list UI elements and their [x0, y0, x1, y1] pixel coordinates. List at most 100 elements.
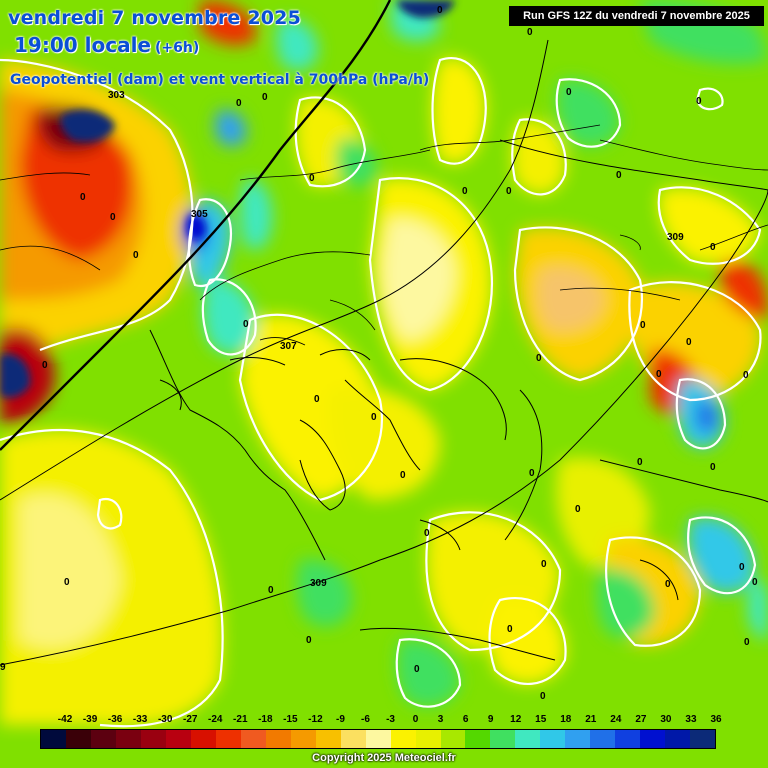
- legend-swatch: [565, 730, 591, 748]
- zero-contour-label: 0: [710, 462, 716, 473]
- geopotential-label: 307: [280, 341, 297, 352]
- legend-swatch: [265, 730, 291, 748]
- legend-tick-label: 21: [585, 714, 597, 725]
- legend-tick-label: 15: [535, 714, 547, 725]
- legend-swatch: [115, 730, 141, 748]
- legend-tick-label: -21: [233, 714, 248, 725]
- zero-contour-label: 0: [400, 470, 406, 481]
- forecast-offset: (+6h): [155, 40, 200, 56]
- legend-swatch: [140, 730, 166, 748]
- legend-tick-label: 33: [685, 714, 697, 725]
- legend-swatch: [440, 730, 466, 748]
- forecast-time-value: 19:00 locale: [14, 33, 151, 57]
- legend-swatch: [590, 730, 616, 748]
- legend-tick-label: -6: [361, 714, 370, 725]
- legend-swatch: [540, 730, 566, 748]
- legend-tick-label: 24: [610, 714, 622, 725]
- legend-swatch: [690, 730, 716, 748]
- legend-swatch: [41, 730, 66, 748]
- zero-contour-label: 0: [575, 504, 581, 515]
- legend-swatch: [465, 730, 491, 748]
- zero-contour-label: 0: [262, 92, 268, 103]
- geopotential-label: 303: [108, 90, 125, 101]
- zero-contour-label: 0: [507, 624, 513, 635]
- zero-contour-label: 0: [80, 192, 86, 203]
- legend-swatch: [665, 730, 691, 748]
- zero-contour-label: 0: [566, 87, 572, 98]
- geopotential-label: 9: [0, 662, 6, 673]
- vertical-wind-field: [0, 0, 768, 727]
- zero-contour-label: 0: [110, 212, 116, 223]
- legend-swatch: [415, 730, 441, 748]
- zero-contour-label: 0: [739, 562, 745, 573]
- parameter-title: Geopotentiel (dam) et vent vertical à 70…: [10, 72, 430, 88]
- legend-swatch: [315, 730, 341, 748]
- legend-tick-label: 36: [710, 714, 722, 725]
- legend-tick-label: -39: [82, 714, 98, 725]
- legend-swatch: [190, 730, 216, 748]
- legend-tick-label: 18: [560, 714, 572, 725]
- zero-contour-label: 0: [686, 337, 692, 348]
- zero-contour-label: 0: [529, 468, 535, 479]
- zero-contour-label: 0: [536, 353, 542, 364]
- legend-swatch: [365, 730, 391, 748]
- zero-contour-label: 0: [665, 579, 671, 590]
- zero-contour-label: 0: [744, 637, 750, 648]
- zero-contour-label: 0: [414, 664, 420, 675]
- zero-contour-label: 0: [133, 250, 139, 261]
- zero-contour-label: 0: [42, 360, 48, 371]
- legend-tick-label: 3: [437, 714, 444, 725]
- legend-tick-label: 6: [462, 714, 469, 725]
- zero-contour-label: 0: [371, 412, 377, 423]
- zero-contour-label: 0: [437, 5, 443, 16]
- legend-tick-label: 9: [487, 714, 494, 725]
- color-scale-legend: [40, 729, 716, 749]
- geopotential-label: 309: [667, 232, 684, 243]
- legend-swatch: [240, 730, 266, 748]
- legend-swatch: [290, 730, 316, 748]
- legend-tick-label: -15: [283, 714, 298, 725]
- zero-contour-label: 0: [236, 98, 242, 109]
- legend-tick-label: -24: [208, 714, 223, 725]
- geopotential-isolines: [0, 0, 768, 666]
- borders: [0, 124, 768, 346]
- legend-swatch: [165, 730, 191, 748]
- legend-tick-label: -18: [258, 714, 273, 725]
- strong-ascent-patches: [0, 0, 455, 398]
- run-info-box: Run GFS 12Z du vendredi 7 novembre 2025: [509, 6, 764, 26]
- zero-contour-label: 0: [506, 186, 512, 197]
- zero-contour-label: 0: [696, 96, 702, 107]
- zero-contour-label: 0: [743, 370, 749, 381]
- zero-contour-label: 0: [306, 635, 312, 646]
- legend-tick-label: 12: [510, 714, 522, 725]
- zero-contour-label: 0: [309, 173, 315, 184]
- zero-contour-label: 0: [64, 577, 70, 588]
- copyright-text: Copyright 2025 Meteociel.fr: [312, 752, 456, 764]
- zero-contour-label: 0: [243, 319, 249, 330]
- zero-contour-label: 0: [710, 242, 716, 253]
- legend-swatch: [515, 730, 541, 748]
- legend-tick-label: -3: [386, 714, 395, 725]
- legend-swatch: [90, 730, 116, 748]
- zero-contour-label: 0: [541, 559, 547, 570]
- legend-tick-label: 27: [635, 714, 647, 725]
- legend-tick-label: -12: [308, 714, 323, 725]
- legend-tick-labels: -42 -39 -36 -33 -30 -27 -24 -21 -18 -15 -12 -9 -6 -3 0…: [40, 714, 722, 726]
- legend-swatch: [340, 730, 366, 748]
- zero-contour-label: 0: [640, 320, 646, 331]
- geopotential-label: 309: [310, 578, 327, 589]
- zero-contour-label: 0: [752, 577, 758, 588]
- legend-swatch: [215, 730, 241, 748]
- legend-tick-label: -33: [132, 714, 148, 725]
- geopotential-label: 305: [191, 209, 208, 220]
- coastlines: [149, 329, 768, 661]
- legend-swatch: [65, 730, 91, 748]
- zero-contours: [0, 57, 762, 728]
- legend-tick-label: -27: [182, 714, 198, 725]
- legend-swatch: [640, 730, 666, 748]
- zero-contour-label: 0: [314, 394, 320, 405]
- zero-contour-label: 0: [268, 585, 274, 596]
